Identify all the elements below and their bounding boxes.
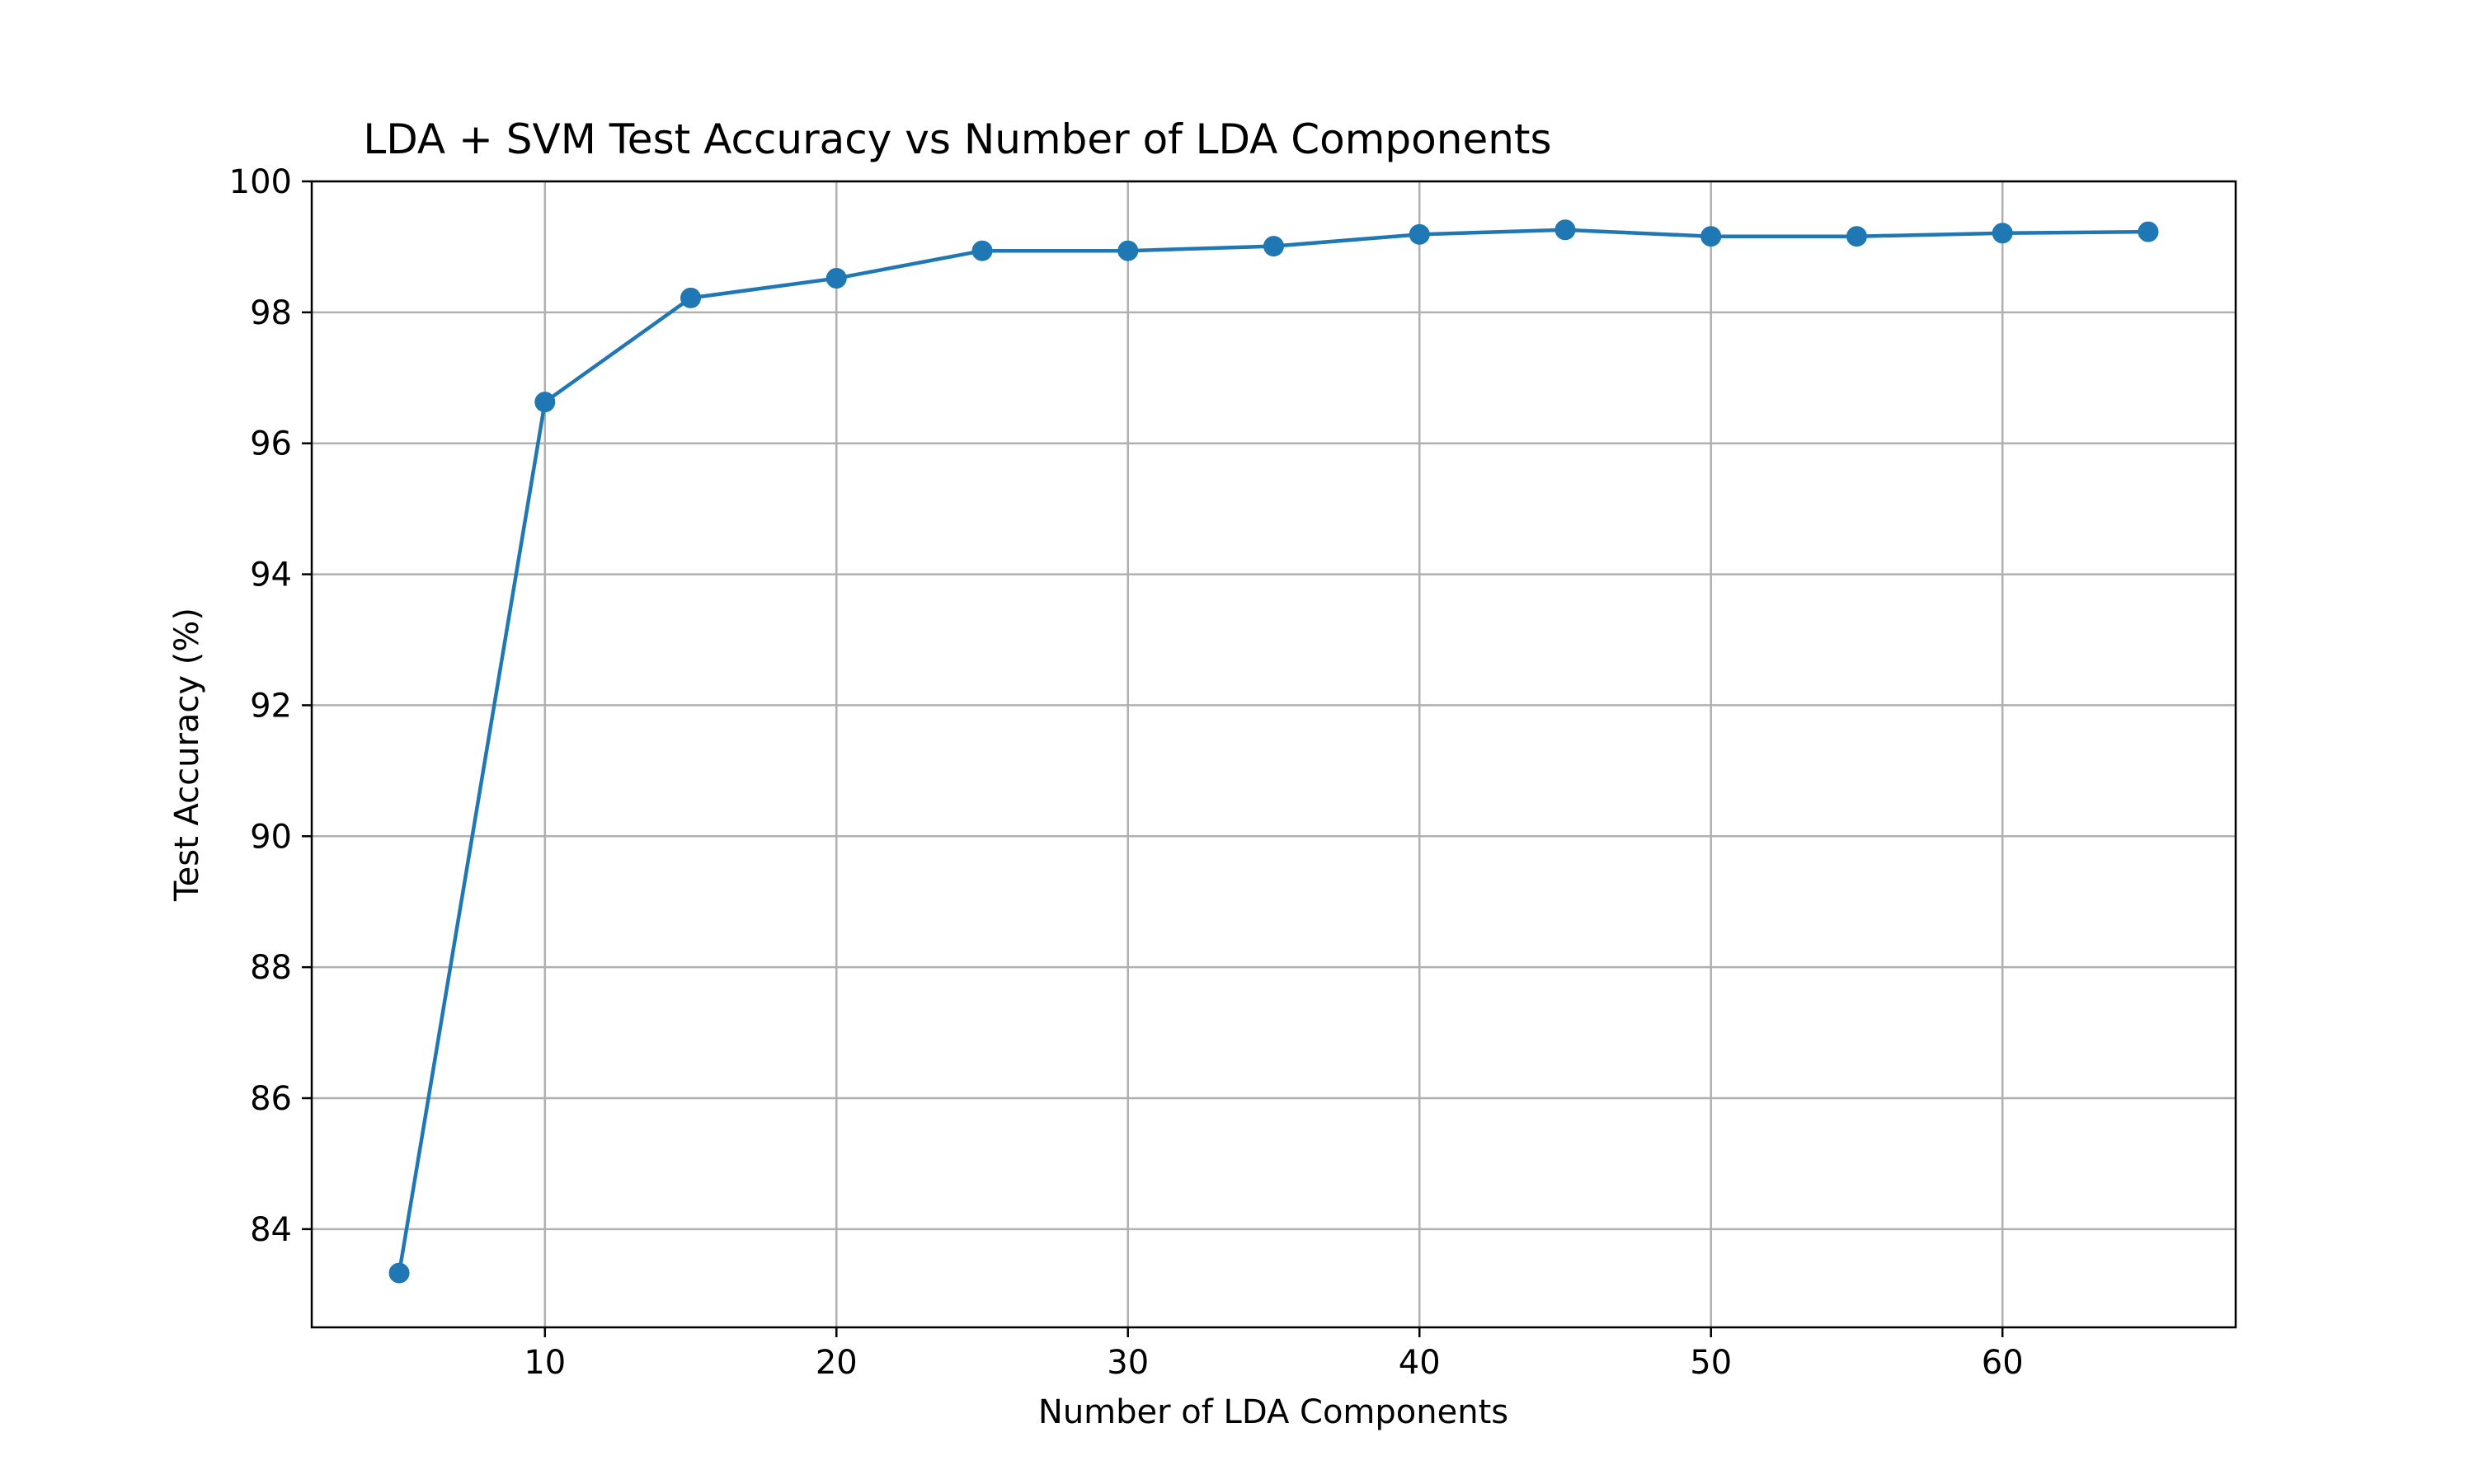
- data-point: [388, 1262, 410, 1284]
- data-point: [1409, 223, 1430, 245]
- y-tick-label: 88: [250, 949, 292, 987]
- y-axis-label: Test Accuracy (%): [168, 608, 206, 902]
- data-point: [1117, 240, 1139, 261]
- data-point: [971, 240, 993, 261]
- y-tick-label: 86: [250, 1080, 292, 1118]
- data-point: [1263, 236, 1284, 257]
- plot-area-frame: [310, 180, 2237, 1329]
- y-tick-label: 96: [250, 425, 292, 463]
- x-tick-label: 40: [1399, 1344, 1441, 1382]
- data-point: [534, 392, 556, 413]
- y-tick-label: 84: [250, 1211, 292, 1249]
- grid-lines: [312, 180, 2236, 1327]
- x-tick-label: 20: [816, 1344, 858, 1382]
- x-tick-label: 30: [1107, 1344, 1149, 1382]
- data-point: [1554, 219, 1576, 241]
- x-tick-label: 10: [524, 1344, 566, 1382]
- chart-title: LDA + SVM Test Accuracy vs Number of LDA…: [363, 115, 1551, 163]
- data-point: [1846, 226, 1867, 247]
- data-series: [388, 219, 2159, 1284]
- data-point: [1700, 226, 1722, 247]
- x-axis-label: Number of LDA Components: [1038, 1393, 1508, 1431]
- axis-ticks: 10 20 30 40 50 60 84 86 88 90 92 94 96 98 100: [229, 163, 2024, 1382]
- y-tick-label: 100: [229, 163, 292, 201]
- y-tick-label: 98: [250, 294, 292, 332]
- y-tick-label: 90: [250, 818, 292, 856]
- y-tick-label: 94: [250, 556, 292, 594]
- data-point: [825, 268, 847, 289]
- x-tick-label: 50: [1690, 1344, 1732, 1382]
- data-point: [2138, 221, 2159, 242]
- series-line: [397, 228, 2151, 1275]
- y-tick-label: 92: [250, 687, 292, 725]
- data-point: [680, 287, 702, 308]
- data-point: [1992, 223, 2013, 244]
- x-tick-label: 60: [1982, 1344, 2024, 1382]
